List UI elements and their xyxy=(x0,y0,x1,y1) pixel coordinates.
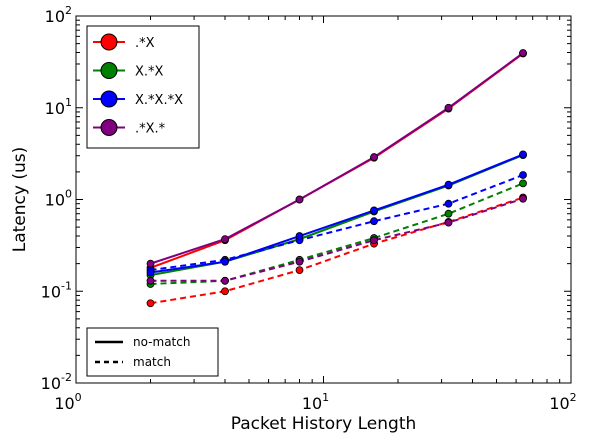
series-4-match-point xyxy=(221,276,229,285)
series-3-match-point xyxy=(444,199,453,208)
chart-marks xyxy=(146,49,527,308)
x-tick-label: 101 xyxy=(302,391,329,413)
series-4-match-point xyxy=(146,276,155,285)
series-3-no-match-point xyxy=(295,232,304,240)
series-1-no-match-line xyxy=(150,52,524,269)
y-axis-title: Latency (us) xyxy=(10,147,30,253)
series-1-match-point xyxy=(221,287,229,296)
series-4-no-match-point xyxy=(295,195,304,204)
series-3-no-match-point xyxy=(444,180,453,189)
series-1-match-point xyxy=(295,266,304,275)
axis-tick-labels: 100 101 102 10-2 10-1 100 101 102 xyxy=(41,4,577,413)
line-style-label: no-match xyxy=(133,335,190,349)
y-tick-label: 102 xyxy=(45,4,72,26)
legend-label: .*X xyxy=(135,36,155,51)
series-4-no-match-point xyxy=(221,235,229,244)
axis-ticks xyxy=(75,15,572,384)
y-tick-label: 101 xyxy=(45,96,72,118)
y-tick-label: 10-1 xyxy=(41,279,72,301)
line-style-legend: no-match match xyxy=(86,327,219,377)
series-4-match-point xyxy=(370,236,378,245)
series-4-no-match-line xyxy=(150,52,524,265)
series-3-match-point xyxy=(519,171,527,179)
y-tick-label: 10-2 xyxy=(41,371,72,393)
legend-marker xyxy=(100,119,118,136)
series-4-match-point xyxy=(295,257,304,266)
series-3-no-match-point xyxy=(221,257,229,266)
legend-label: X.*X xyxy=(135,65,164,80)
series-4-no-match-point xyxy=(519,49,527,57)
series-3-match-line xyxy=(150,174,524,272)
series-3-no-match-line xyxy=(150,153,524,274)
series-4-match-point xyxy=(444,218,453,227)
series-2-match-point xyxy=(444,209,453,218)
x-tick-label: 102 xyxy=(549,391,576,413)
line-style-legend-box xyxy=(86,327,219,377)
series-1-match-point xyxy=(146,299,155,308)
series-3-no-match-point xyxy=(370,206,378,215)
y-tick-label: 100 xyxy=(45,188,72,210)
series-1-match-line xyxy=(150,196,524,305)
x-axis-title: Packet History Length xyxy=(231,414,417,434)
legend-marker xyxy=(100,33,118,51)
legend-marker xyxy=(100,62,118,79)
x-tick-label: 100 xyxy=(54,391,81,413)
legend-label: .*X.* xyxy=(135,122,166,137)
series-2-match-point xyxy=(519,179,527,188)
series-3-no-match-point xyxy=(146,268,155,277)
legend-marker xyxy=(100,90,118,108)
series-legend: .*X X.*X X.*X.*X .*X.* xyxy=(86,25,200,149)
series-2-match-line xyxy=(150,182,524,285)
series-4-no-match-point xyxy=(146,259,155,268)
series-4-match-point xyxy=(519,194,527,203)
series-4-no-match-point xyxy=(444,103,453,112)
legend-label: X.*X.*X xyxy=(135,93,183,108)
series-4-no-match-point xyxy=(370,153,378,161)
series-3-no-match-point xyxy=(519,150,527,159)
series-4-match-line xyxy=(150,197,524,282)
line-style-label: match xyxy=(133,355,171,369)
series-3-match-point xyxy=(370,217,378,226)
